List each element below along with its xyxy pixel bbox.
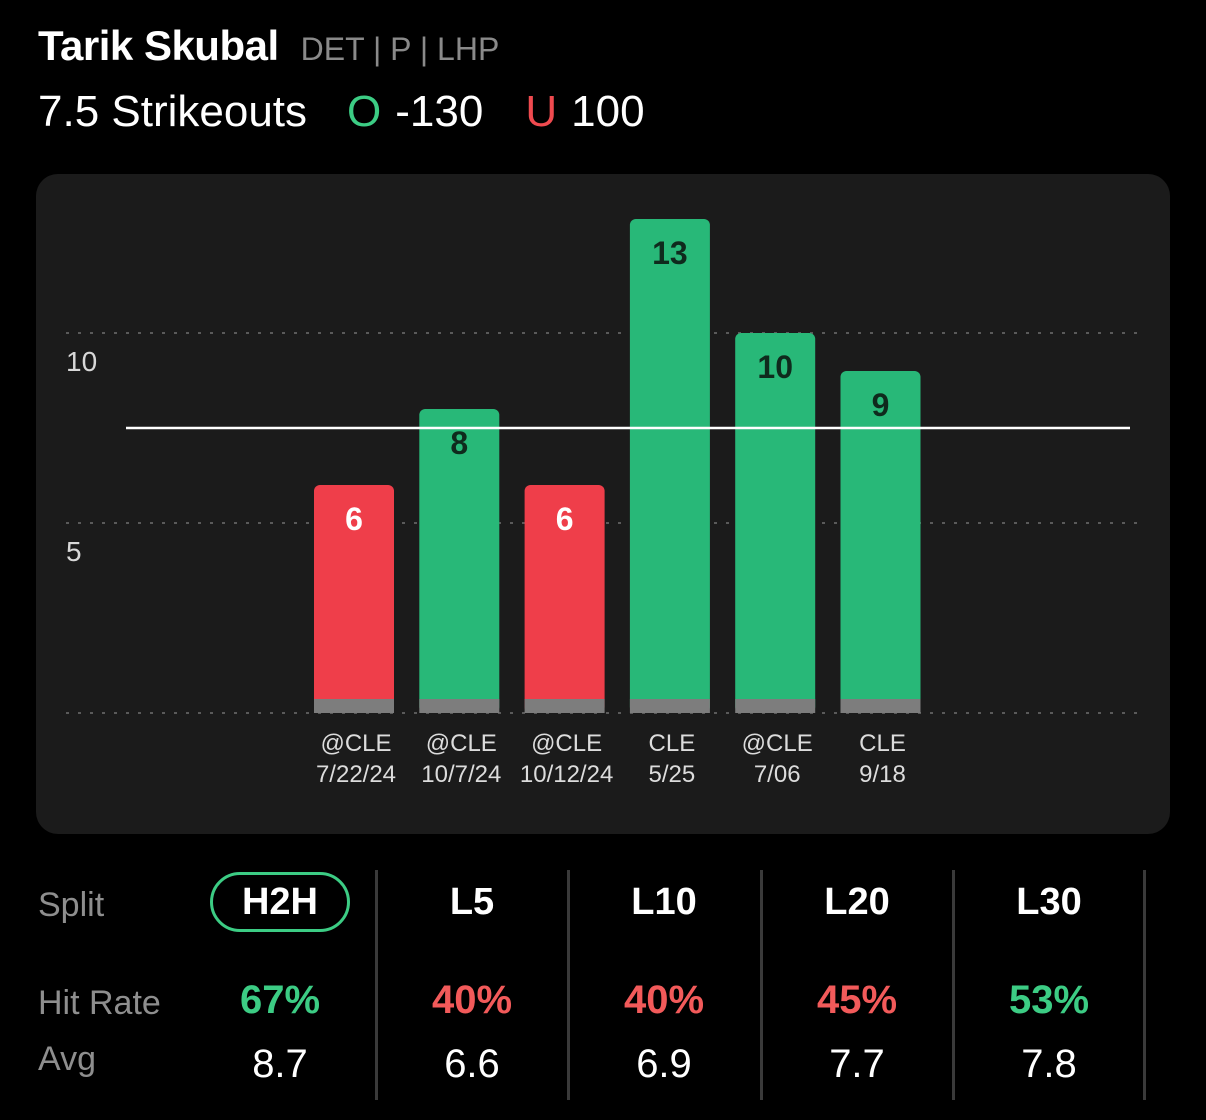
avg-l10: 6.9 — [636, 1042, 692, 1086]
under-marker[interactable]: U — [525, 87, 558, 136]
bar-value-label: 6 — [345, 501, 363, 537]
split-col-l10: L10 40% 6.9 — [568, 860, 760, 1100]
over-marker[interactable]: O — [347, 87, 382, 136]
avg-l5: 6.6 — [444, 1042, 500, 1086]
bar-base — [735, 699, 816, 713]
tab-l5[interactable]: L5 — [449, 880, 495, 923]
x-tick-opponent: @CLE — [426, 730, 497, 757]
prop-header: Tarik Skubal DET | P | LHP 7.5 Strikeout… — [38, 22, 645, 140]
hit-rate-h2h: 67% — [239, 978, 321, 1022]
prop-label: 7.5 Strikeouts — [38, 87, 308, 136]
prop-line-row: 7.5 Strikeouts O -130 U 100 — [38, 84, 645, 140]
bar-base — [419, 699, 500, 713]
over-odds[interactable]: -130 — [395, 87, 484, 136]
hit-rate-l5: 40% — [431, 978, 513, 1022]
y-tick-label: 10 — [66, 346, 97, 377]
avg-h2h: 8.7 — [252, 1042, 308, 1086]
x-tick-date: 9/18 — [859, 761, 906, 788]
column-divider — [760, 870, 763, 1100]
split-col-l20: L20 45% 7.7 — [761, 860, 953, 1100]
x-tick-opponent: @CLE — [320, 730, 391, 757]
split-col-h2h: H2H 67% 8.7 — [184, 860, 376, 1100]
bar — [314, 485, 394, 713]
column-divider — [375, 870, 378, 1100]
column-divider — [952, 870, 955, 1100]
bar-base — [840, 699, 921, 713]
tab-l20[interactable]: L20 — [824, 880, 890, 923]
title-row: Tarik Skubal DET | P | LHP — [38, 22, 645, 74]
column-divider — [1143, 870, 1146, 1100]
bar-base — [629, 699, 710, 713]
bar-value-label: 9 — [872, 387, 890, 423]
x-tick-opponent: CLE — [859, 730, 906, 757]
hit-rate-row-label: Hit Rate — [38, 984, 161, 1022]
splits-table: Split Hit Rate Avg H2H 67% 8.7 L5 40% 6.… — [0, 860, 1206, 1110]
x-tick-date: 7/22/24 — [316, 761, 396, 788]
player-meta: DET | P | LHP — [300, 31, 500, 67]
x-tick-date: 10/7/24 — [421, 761, 501, 788]
x-tick-opponent: @CLE — [531, 730, 602, 757]
game-log-chart: 5 10 6 @CLE 7/22/24 8 @CLE 10/7/24 6 @CLE 10/12/24… — [36, 174, 1170, 834]
avg-l20: 7.7 — [829, 1042, 885, 1086]
bar — [419, 409, 500, 713]
bar-base — [314, 699, 394, 713]
x-tick-date: 7/06 — [754, 761, 801, 788]
player-name: Tarik Skubal — [38, 22, 279, 69]
under-odds[interactable]: 100 — [571, 87, 645, 136]
bar-value-label: 10 — [757, 349, 793, 385]
x-tick-opponent: @CLE — [742, 730, 813, 757]
avg-l30: 7.8 — [1021, 1042, 1077, 1086]
chart-svg: 5 10 6 @CLE 7/22/24 8 @CLE 10/7/24 6 @CLE 10/12/24… — [66, 219, 1140, 788]
hit-rate-l20: 45% — [816, 978, 898, 1022]
column-divider — [567, 870, 570, 1100]
tab-l10[interactable]: L10 — [631, 880, 697, 923]
tab-l30[interactable]: L30 — [1016, 880, 1082, 923]
bar — [524, 485, 605, 713]
bar — [840, 371, 921, 713]
hit-rate-l10: 40% — [623, 978, 705, 1022]
bar-base — [524, 699, 605, 713]
bar — [629, 219, 710, 713]
x-tick-opponent: CLE — [649, 730, 696, 757]
split-col-l5: L5 40% 6.6 — [376, 860, 568, 1100]
x-tick-date: 5/25 — [649, 761, 696, 788]
split-col-l30: L30 53% 7.8 — [953, 860, 1145, 1100]
bar-value-label: 8 — [450, 425, 468, 461]
x-tick-date: 10/12/24 — [520, 761, 613, 788]
bar-value-label: 13 — [652, 235, 688, 271]
bar-value-label: 6 — [556, 501, 574, 537]
y-tick-label: 5 — [66, 536, 82, 567]
avg-row-label: Avg — [38, 1040, 96, 1078]
split-row-label: Split — [38, 886, 105, 924]
bar — [735, 333, 816, 713]
hit-rate-l30: 53% — [1008, 978, 1090, 1022]
tab-h2h[interactable]: H2H — [210, 872, 350, 932]
